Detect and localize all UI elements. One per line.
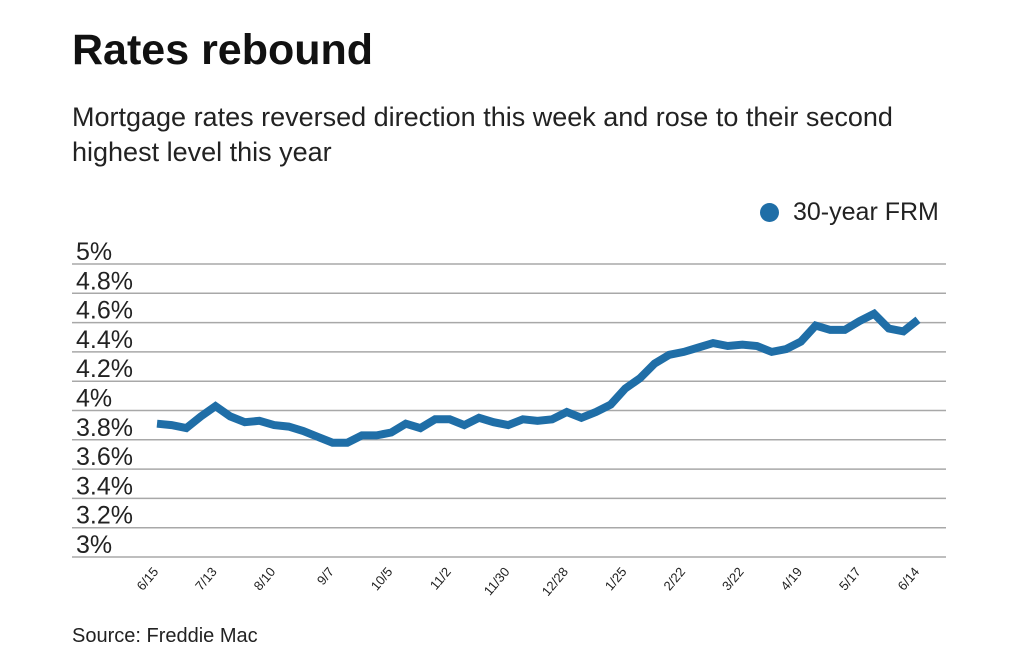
- chart-subtitle: Mortgage rates reversed direction this w…: [72, 102, 893, 167]
- series-line-30-year-frm: [156, 308, 921, 447]
- y-tick-label: 3.8%: [76, 414, 133, 442]
- x-tick-label: 3/22: [719, 564, 747, 593]
- x-tick-label: 9/7: [314, 564, 337, 587]
- x-tick-label: 11/30: [481, 564, 513, 598]
- y-tick-label: 4.6%: [76, 297, 133, 325]
- chart-title: Rates rebound: [72, 26, 374, 74]
- y-tick-label: 3.2%: [76, 502, 133, 530]
- y-tick-label: 3.4%: [76, 472, 133, 500]
- x-tick-label: 5/17: [836, 564, 864, 593]
- y-tick-label: 4.4%: [76, 326, 133, 354]
- x-tick-label: 2/22: [660, 564, 688, 593]
- source-note: Source: Freddie Mac: [72, 625, 258, 647]
- y-tick-label: 5%: [76, 238, 112, 266]
- y-tick-label: 4.8%: [76, 267, 133, 295]
- x-tick-label: 11/2: [427, 564, 454, 592]
- x-tick-label: 6/15: [134, 564, 162, 593]
- legend: 30-year FRM: [760, 198, 939, 227]
- legend-label: 30-year FRM: [793, 198, 939, 226]
- x-tick-label: 1/25: [602, 564, 630, 593]
- x-tick-label: 7/13: [192, 564, 220, 593]
- x-tick-label: 6/14: [895, 564, 923, 593]
- x-tick-label: 8/10: [251, 564, 279, 593]
- y-tick-label: 3.6%: [76, 443, 133, 471]
- x-tick-label: 12/28: [539, 564, 571, 599]
- x-tick-label: 4/19: [777, 564, 805, 593]
- legend-marker: [760, 203, 779, 222]
- y-tick-label: 4%: [76, 385, 112, 413]
- y-tick-label: 3%: [76, 531, 112, 559]
- x-tick-label: 10/5: [368, 564, 396, 593]
- y-tick-label: 4.2%: [76, 355, 133, 383]
